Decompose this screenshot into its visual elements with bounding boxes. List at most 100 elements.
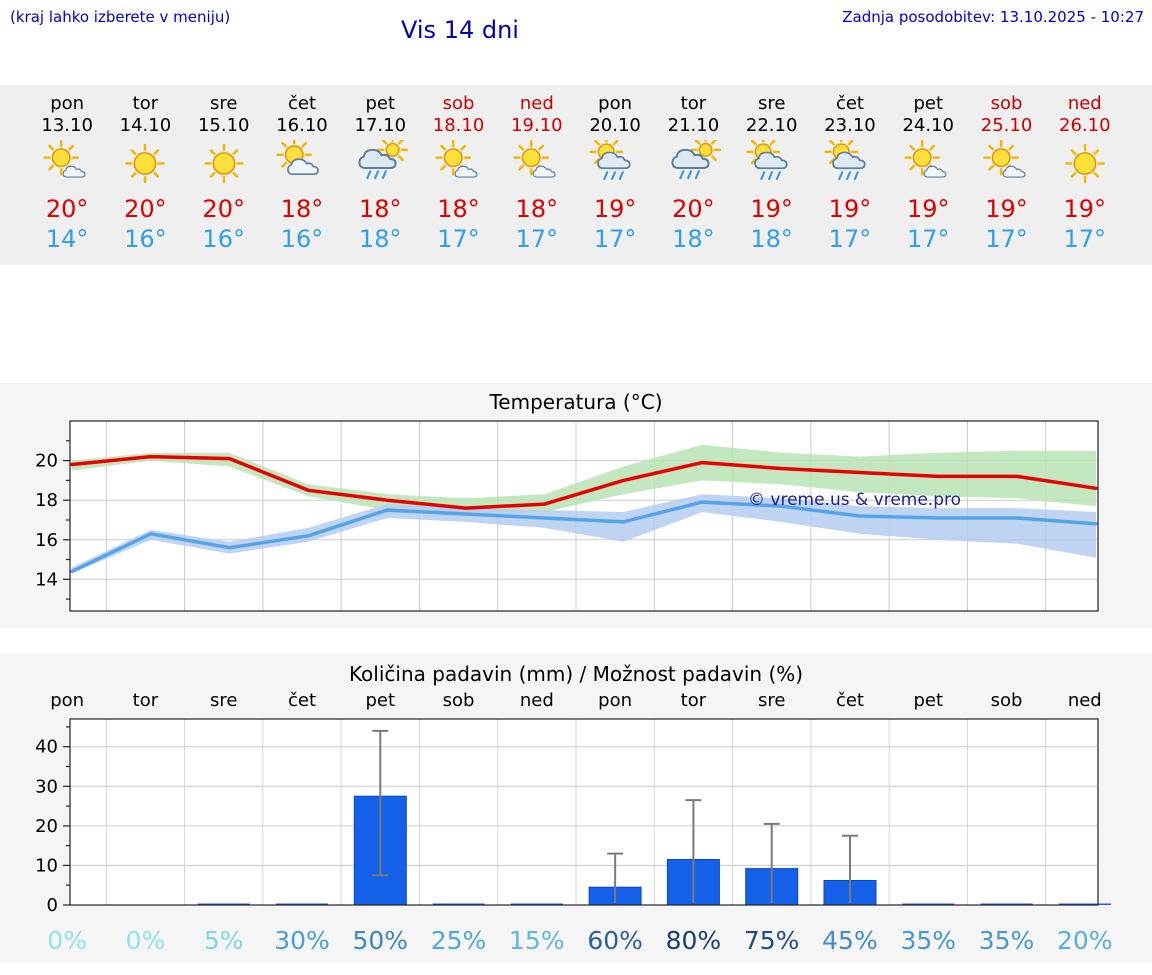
topbar: (kraj lahko izberete v meniju) Vis 14 dn…	[0, 0, 1152, 85]
precip-bar	[902, 903, 955, 905]
day-column-16.10[interactable]: čet 16.10 18° 16°	[263, 93, 341, 265]
day-column-25.10[interactable]: sob 25.10 19° 17°	[967, 93, 1045, 265]
day-column-26.10[interactable]: ned 26.10 19° 17°	[1046, 93, 1124, 265]
precip-probability-label: 30%	[274, 926, 330, 955]
day-name: ned	[1067, 93, 1102, 114]
weather-icon-sun-rain	[576, 140, 654, 192]
day-date: 17.10	[354, 115, 407, 136]
precip-probability-label: 0%	[47, 926, 87, 955]
max-temperature: 18°	[280, 195, 324, 223]
day-column-14.10[interactable]: tor 14.10 20° 16°	[106, 93, 184, 265]
precip-bar	[980, 903, 1033, 905]
precip-y-tick-label: 20	[35, 816, 58, 837]
day-date: 13.10	[41, 115, 93, 136]
day-date: 15.10	[197, 115, 250, 136]
min-temperature: 17°	[906, 225, 950, 253]
max-temperature: 18°	[437, 195, 480, 223]
day-date: 16.10	[276, 115, 328, 136]
precip-probability-label: 25%	[430, 926, 487, 955]
min-temperature: 18°	[358, 225, 402, 253]
precip-day-label: sre	[209, 690, 238, 711]
weather-icon-mostly-sunny	[498, 140, 576, 192]
min-temperature: 17°	[515, 225, 559, 253]
day-date: 25.10	[980, 115, 1033, 136]
day-column-21.10[interactable]: tor 21.10 20° 18°	[654, 93, 732, 265]
day-column-18.10[interactable]: sob 18.10 18° 17°	[419, 93, 497, 265]
precip-y-tick-label: 0	[47, 895, 58, 916]
day-name: tor	[132, 93, 159, 114]
day-name: čet	[835, 93, 864, 114]
day-column-13.10[interactable]: pon 13.10 20° 14°	[28, 93, 106, 265]
precip-probability-label: 0%	[125, 926, 166, 955]
precipitation-day-labels: pon tor sre čet pet sob ned pon tor sre čet pet sob n…	[0, 689, 1152, 713]
weather-icon-rain-showers	[654, 140, 732, 192]
precip-probability-label: 35%	[978, 926, 1035, 955]
precip-day-label: čet	[287, 690, 316, 711]
min-temperature: 16°	[202, 225, 245, 253]
precipitation-chart-title: Količina padavin (mm) / Možnost padavin …	[348, 662, 804, 686]
precip-day-label: sre	[757, 690, 786, 711]
day-date: 22.10	[745, 115, 798, 136]
precipitation-chart-band: Količina padavin (mm) / Možnost padavin …	[0, 653, 1152, 963]
precip-probability-label: 50%	[352, 926, 409, 955]
max-temperature: 19°	[985, 195, 1028, 223]
day-name: sob	[990, 93, 1023, 114]
day-name: pet	[913, 93, 944, 114]
day-name: pon	[598, 93, 633, 114]
precip-day-label: sob	[442, 690, 475, 711]
max-temperature: 19°	[828, 195, 872, 223]
weather-icon-sun	[185, 140, 263, 192]
precip-day-label: ned	[519, 690, 554, 711]
weather-icon-sun-rain	[733, 140, 811, 192]
precip-day-label: ned	[1067, 690, 1102, 711]
temperature-chart-band: Temperatura (°C) © vreme.us & vreme.pro 1…	[0, 383, 1152, 629]
precip-y-tick-label: 10	[35, 855, 58, 876]
precip-day-label: pet	[913, 690, 944, 711]
menu-hint-text: (kraj lahko izberete v meniju)	[10, 8, 231, 26]
max-temperature: 20°	[672, 195, 715, 223]
precip-y-tick-label: 40	[35, 737, 58, 758]
precip-bar	[510, 903, 563, 905]
max-temperature: 19°	[1063, 195, 1107, 223]
day-column-17.10[interactable]: pet 17.10 18° 18°	[341, 93, 419, 265]
weather-icon-sun	[106, 140, 184, 192]
day-column-23.10[interactable]: čet 23.10 19° 17°	[811, 93, 889, 265]
weather-icon-sun	[1046, 140, 1124, 192]
temp-y-tick-label: 14	[35, 569, 58, 590]
max-temperature: 20°	[45, 195, 89, 223]
max-temperature: 19°	[906, 195, 950, 223]
min-temperature: 17°	[985, 225, 1028, 253]
max-temp-range-band	[72, 444, 1096, 516]
day-name: čet	[287, 93, 316, 114]
day-name: ned	[519, 93, 554, 114]
precip-day-label: sob	[990, 690, 1023, 711]
day-column-22.10[interactable]: sre 22.10 19° 18°	[733, 93, 811, 265]
temp-y-tick-label: 20	[35, 451, 58, 472]
day-column-15.10[interactable]: sre 15.10 20° 16°	[185, 93, 263, 265]
min-temp-line	[70, 500, 1098, 574]
weather-icon-partly-cloudy	[263, 140, 341, 192]
max-temperature: 18°	[515, 195, 559, 223]
precip-probability-label: 5%	[203, 926, 244, 955]
precip-probability-label: 80%	[665, 926, 722, 955]
precip-day-label: tor	[132, 690, 159, 711]
day-column-20.10[interactable]: pon 20.10 19° 17°	[576, 93, 654, 265]
min-temperature: 16°	[124, 225, 167, 253]
precip-probability-label: 35%	[900, 926, 957, 955]
min-temperature: 18°	[750, 225, 793, 253]
min-temperature: 18°	[672, 225, 715, 253]
page-title: Vis 14 dni	[401, 16, 519, 44]
min-temperature: 17°	[1063, 225, 1107, 253]
day-date: 19.10	[511, 115, 563, 136]
temperature-chart: © vreme.us & vreme.pro 14 16 18 20	[35, 420, 1099, 612]
day-column-19.10[interactable]: ned 19.10 18° 17°	[498, 93, 576, 265]
weather-icon-mostly-sunny	[967, 140, 1045, 192]
day-column-24.10[interactable]: pet 24.10 19° 17°	[889, 93, 967, 265]
precip-bar	[197, 903, 250, 905]
weather-icon-mostly-sunny	[28, 140, 106, 192]
day-name: sre	[757, 93, 786, 114]
day-date: 21.10	[667, 115, 720, 136]
precip-probability-label: 20%	[1057, 926, 1113, 955]
weather-icon-mostly-sunny	[419, 140, 497, 192]
